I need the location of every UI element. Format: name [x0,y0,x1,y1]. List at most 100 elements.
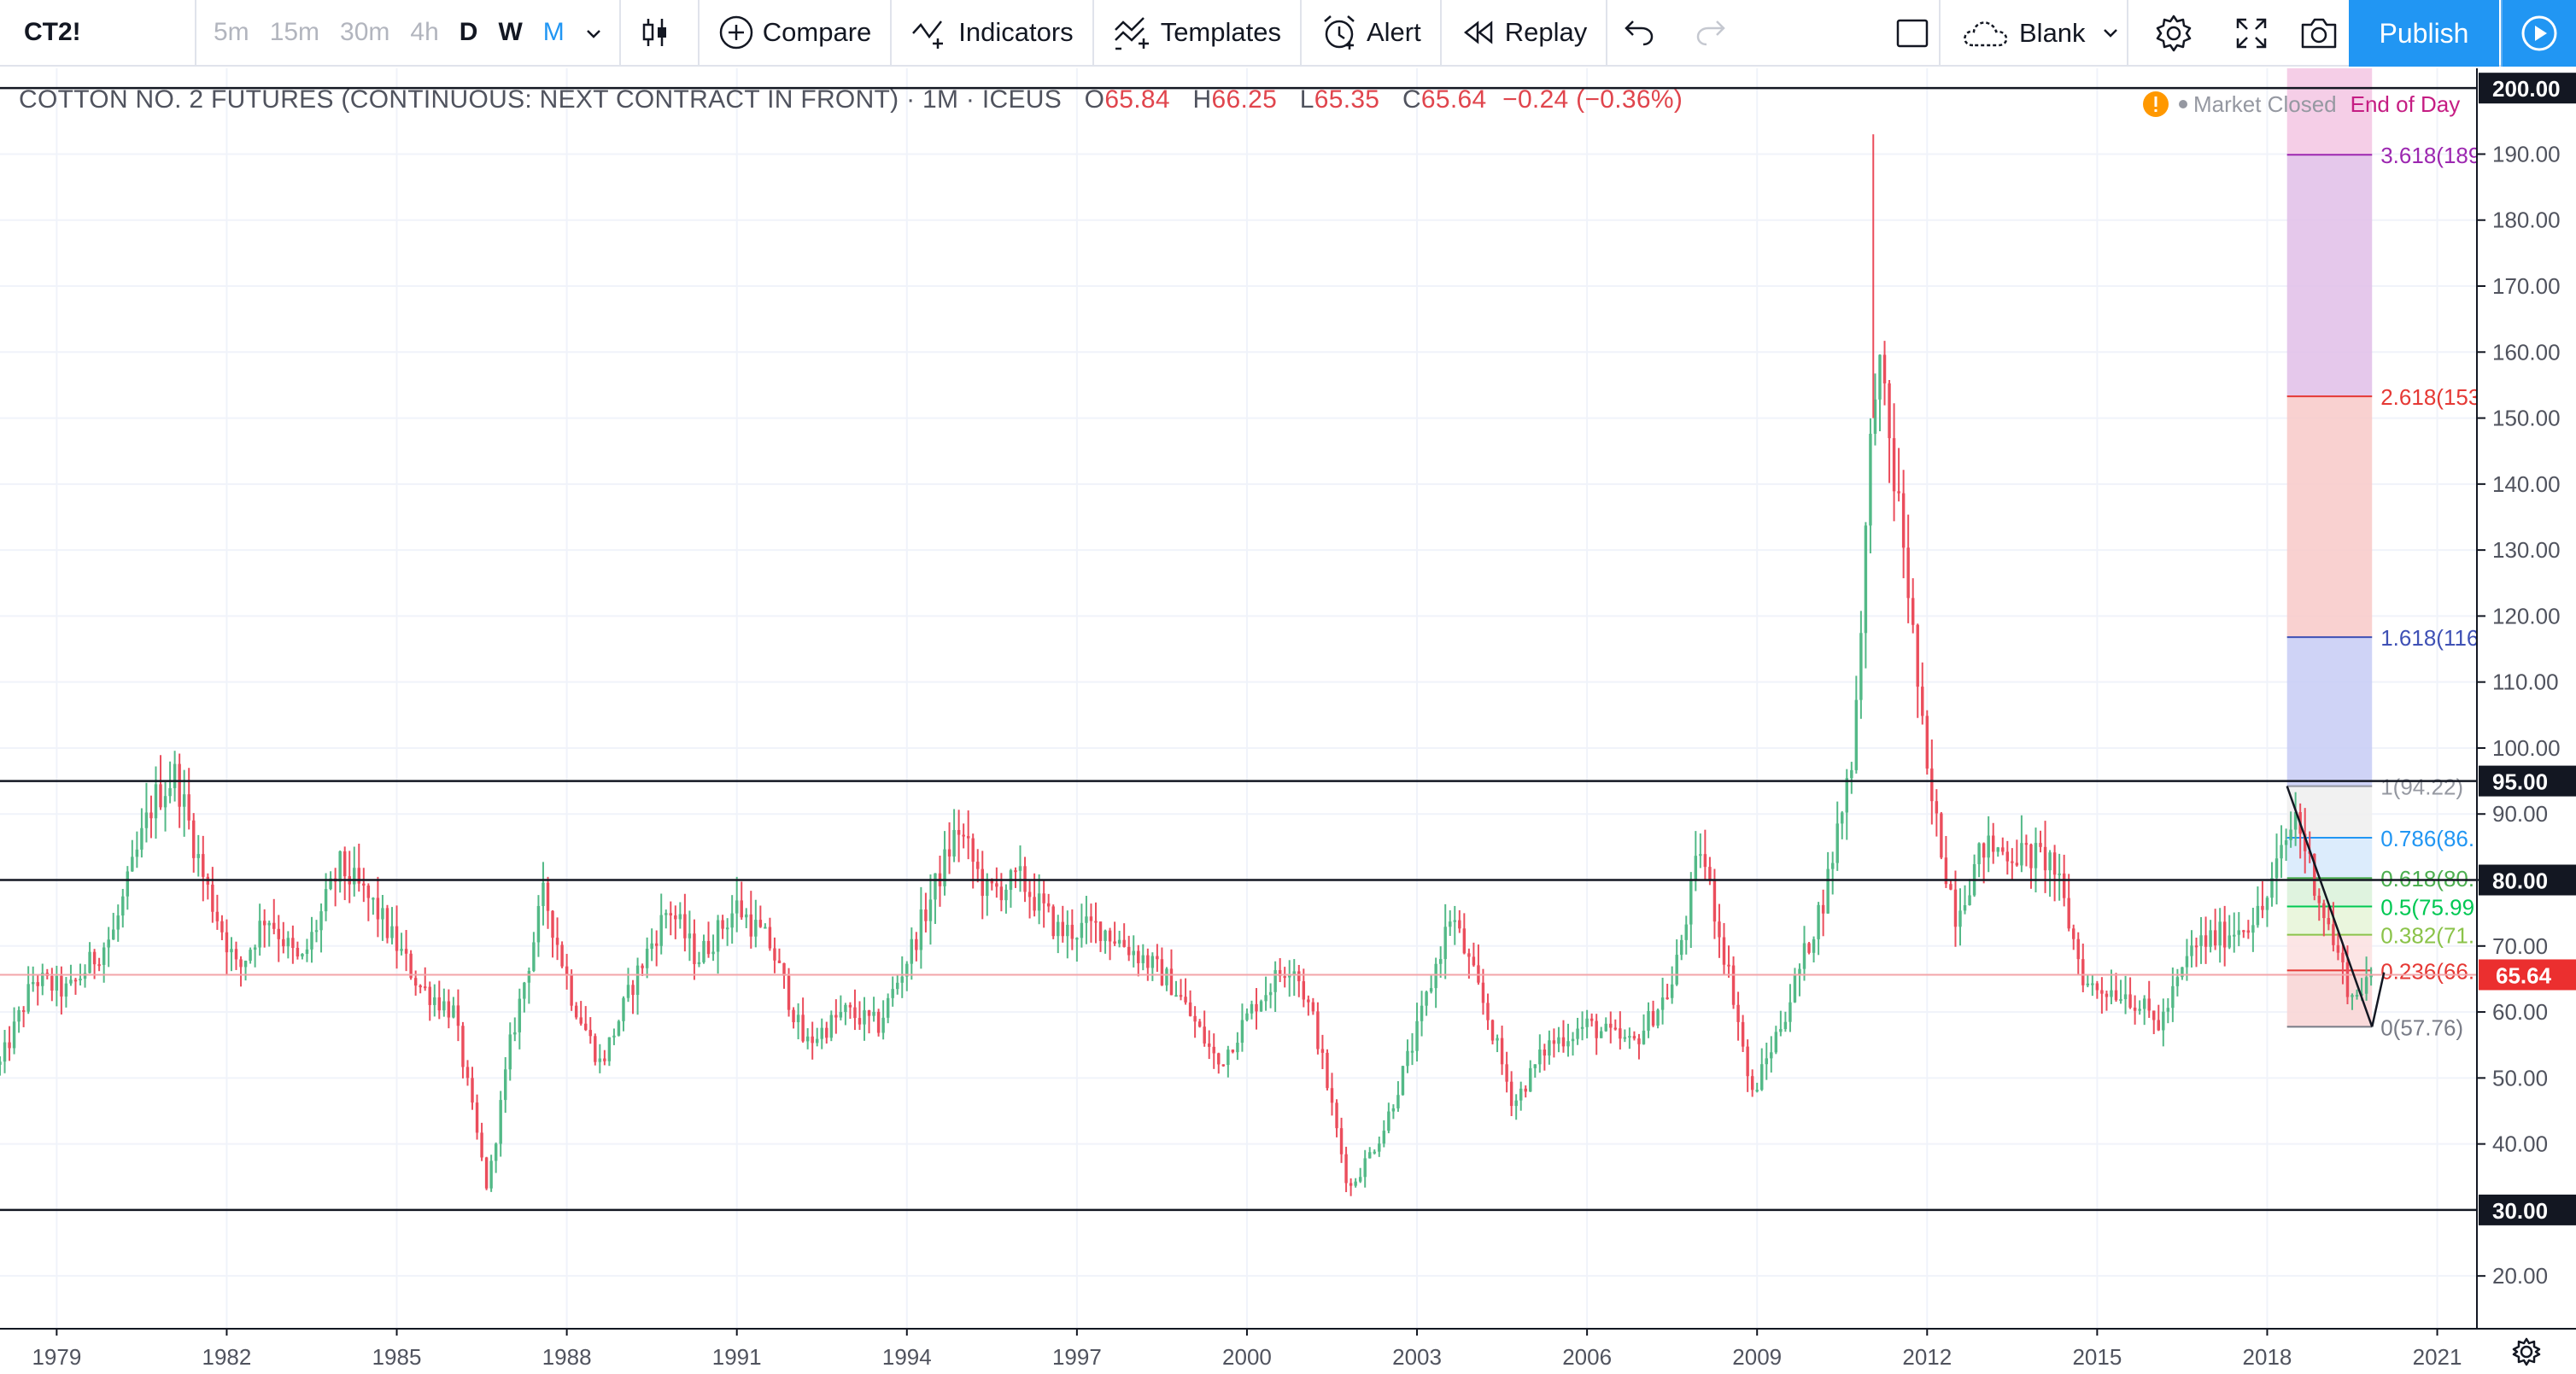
candle-body [2327,918,2331,925]
play-button[interactable] [2501,0,2576,67]
fib-level-label: 0.786(86. [2380,826,2474,851]
candle-body [353,868,356,885]
fib-level-label: 0.5(75.99 [2380,895,2474,921]
chart-grid [0,68,2477,1329]
candle-body [2171,985,2175,1009]
candle-body [215,911,220,921]
candle-body [565,966,569,976]
fullscreen-icon [2236,18,2267,49]
candle-body [413,978,418,986]
chart-type-button[interactable] [621,0,698,66]
candle-body [357,868,361,884]
interval-5m[interactable]: 5m [214,18,249,46]
fullscreen-button[interactable] [2216,0,2296,67]
redo-button[interactable] [1679,0,1751,66]
interval-30m[interactable]: 30m [340,18,390,46]
hline-price-tag [2479,73,2576,104]
candle-body [607,1037,612,1061]
candle-body [1245,1013,1249,1020]
layout-button[interactable]: Blank [1942,0,2142,67]
horizontal-lines[interactable] [0,86,2477,1212]
candle-body [1165,968,1168,985]
interval-m[interactable]: M [542,18,565,46]
candlestick-series [0,134,2373,1196]
candle-body [986,880,989,897]
candle-body [654,943,659,946]
candle-body [1736,1004,1740,1022]
candle-body [192,820,196,858]
candle-body [910,938,914,964]
candle-body [952,829,956,857]
alert-button[interactable]: Alert [1302,0,1440,66]
snapshot-button[interactable] [2291,0,2356,67]
candle-body [1623,1037,1627,1039]
interval-w[interactable]: W [498,18,523,46]
candle-body [140,827,143,850]
candle-body [230,949,233,953]
candle-body [990,880,994,884]
candle-body [1127,946,1131,956]
settings-button[interactable] [2135,0,2221,67]
legend-high-value: 66.25 [1211,85,1278,114]
fib-zone [2286,838,2373,879]
candle-body [1061,921,1064,937]
candle-body [678,914,682,920]
fib-retracement[interactable]: 3.618(189 2.618(153 1.618(116 1(94.22) 0.786… [2286,68,2481,1040]
candle-body [588,1030,592,1037]
candle-body [768,927,772,949]
select-box-button[interactable] [1876,0,1958,67]
candle-body [1108,930,1112,942]
candle-body [1718,921,1721,938]
candle-body [721,920,724,929]
time-axis[interactable]: 1979 1982 1985 1988 1991 1994 1997 2000 2003 2006… [0,1328,2576,1374]
end-of-day-label: End of Day [2350,91,2461,117]
price-axis[interactable]: 20.00 40.00 50.00 60.00 70.00 80.00 90.00 100.0… [2476,68,2576,1374]
axis-settings-gear-icon[interactable] [2512,1337,2541,1366]
interval-15m[interactable]: 15m [269,18,320,46]
chevron-down-icon[interactable] [575,18,612,47]
candle-body [2034,843,2038,868]
candle-body [924,909,928,921]
candle-body [1798,968,1801,976]
gear-center [2520,1345,2533,1359]
candle-body [1660,997,1665,1010]
candle-body [645,948,649,968]
candle-body [773,948,776,961]
candle-body [2336,944,2340,953]
candle-body [385,908,389,938]
interval-4h[interactable]: 4h [410,18,439,46]
candle-body [820,1027,823,1039]
hline-price-label: 30.00 [2492,1198,2548,1224]
candle-body [1066,924,1069,937]
candle-body [2081,959,2085,985]
candle-body [2233,934,2236,937]
templates-button[interactable]: Templates [1094,0,1300,66]
publish-button[interactable]: Publish [2349,0,2499,67]
undo-button[interactable] [1607,0,1679,66]
candle-body [560,944,564,967]
candle-body [1311,1002,1315,1012]
candle-body [1684,924,1688,940]
candle-body [395,926,399,951]
last-price-label: 65.64 [2496,962,2552,988]
interval-d[interactable]: D [459,18,478,46]
candle-body [1344,1154,1348,1184]
trend-line[interactable] [2286,786,2386,1027]
candle-body [1193,1015,1197,1022]
symbol-search[interactable]: CT2! [0,0,195,66]
candle-body [2213,930,2217,946]
candle-body [211,884,214,912]
price-chart[interactable]: 3.618(189 2.618(153 1.618(116 1(94.22) 0.786… [0,68,2576,1374]
candle-body [915,938,918,950]
candle-body [2270,878,2274,898]
replay-button[interactable]: Replay [1442,0,1607,66]
candle-body [2242,930,2245,933]
market-status[interactable]: Market Closed End of Day [2142,91,2460,118]
indicators-button[interactable]: Indicators [892,0,1092,66]
candle-body [73,979,78,982]
candle-body [1712,880,1717,922]
compare-button[interactable]: Compare [700,0,891,66]
candle-body [981,868,984,897]
price-tick-label: 50.00 [2492,1065,2548,1090]
candle-body [555,938,559,945]
